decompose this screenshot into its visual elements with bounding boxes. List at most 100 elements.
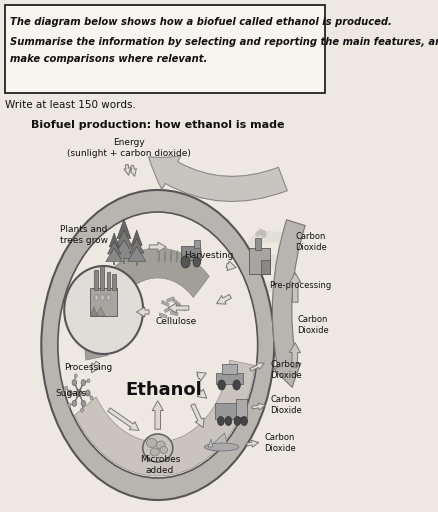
Bar bbox=[100, 266, 103, 290]
Polygon shape bbox=[208, 439, 212, 447]
Circle shape bbox=[255, 231, 259, 237]
Polygon shape bbox=[129, 239, 144, 253]
FancyArrowPatch shape bbox=[196, 372, 206, 381]
Bar bbox=[170, 311, 178, 316]
Text: Microbes
added: Microbes added bbox=[139, 455, 180, 475]
FancyArrowPatch shape bbox=[249, 363, 264, 371]
Text: 99: 99 bbox=[202, 310, 299, 377]
Polygon shape bbox=[117, 219, 131, 239]
FancyArrowPatch shape bbox=[168, 303, 188, 313]
Circle shape bbox=[80, 408, 83, 412]
Circle shape bbox=[258, 228, 263, 236]
Ellipse shape bbox=[146, 438, 157, 447]
Bar bbox=[260, 260, 269, 274]
Bar bbox=[215, 373, 242, 384]
Text: Write at least 150 words.: Write at least 150 words. bbox=[5, 100, 136, 110]
Ellipse shape bbox=[150, 448, 159, 456]
Ellipse shape bbox=[64, 266, 143, 354]
Text: Carbon
Dioxide: Carbon Dioxide bbox=[270, 360, 301, 380]
Polygon shape bbox=[109, 233, 119, 247]
FancyArrowPatch shape bbox=[272, 220, 304, 387]
Polygon shape bbox=[85, 248, 209, 360]
FancyArrowPatch shape bbox=[289, 343, 300, 367]
Text: Harvesting: Harvesting bbox=[184, 251, 233, 261]
Ellipse shape bbox=[156, 441, 165, 449]
FancyArrowPatch shape bbox=[148, 156, 286, 202]
Circle shape bbox=[58, 212, 257, 478]
Polygon shape bbox=[127, 246, 145, 261]
Circle shape bbox=[217, 416, 224, 425]
FancyArrowPatch shape bbox=[191, 403, 204, 428]
Text: Plants and
trees grow: Plants and trees grow bbox=[60, 225, 108, 245]
Polygon shape bbox=[114, 230, 133, 248]
Bar bbox=[106, 272, 110, 290]
Bar bbox=[100, 295, 103, 300]
Circle shape bbox=[64, 386, 67, 390]
Circle shape bbox=[81, 400, 85, 407]
Bar bbox=[113, 262, 115, 265]
Text: Carbon
Dioxide: Carbon Dioxide bbox=[270, 395, 301, 415]
Circle shape bbox=[72, 379, 77, 386]
Bar bbox=[172, 298, 180, 306]
Ellipse shape bbox=[159, 446, 167, 454]
FancyArrowPatch shape bbox=[289, 273, 300, 302]
Circle shape bbox=[67, 390, 72, 396]
Bar bbox=[254, 238, 260, 250]
Text: Carbon
Dioxide: Carbon Dioxide bbox=[264, 433, 296, 453]
Circle shape bbox=[224, 416, 231, 425]
Text: Pre-processing: Pre-processing bbox=[268, 281, 330, 289]
Text: make comparisons where relevant.: make comparisons where relevant. bbox=[10, 54, 207, 64]
Bar bbox=[94, 270, 97, 290]
Bar bbox=[177, 304, 185, 311]
Text: Sugars: Sugars bbox=[56, 389, 87, 397]
Ellipse shape bbox=[142, 434, 173, 462]
Circle shape bbox=[87, 379, 90, 383]
Circle shape bbox=[41, 190, 274, 500]
Text: The diagram below shows how a biofuel called ethanol is produced.: The diagram below shows how a biofuel ca… bbox=[10, 17, 391, 27]
Polygon shape bbox=[212, 433, 227, 447]
FancyArrowPatch shape bbox=[251, 403, 265, 410]
FancyArrowPatch shape bbox=[246, 440, 258, 447]
FancyArrowPatch shape bbox=[136, 307, 148, 317]
Bar bbox=[180, 246, 199, 260]
Circle shape bbox=[240, 416, 247, 425]
FancyArrowPatch shape bbox=[92, 361, 100, 373]
FancyBboxPatch shape bbox=[4, 5, 325, 93]
Text: Carbon
Dioxide: Carbon Dioxide bbox=[294, 232, 326, 252]
Bar bbox=[221, 364, 236, 374]
FancyArrowPatch shape bbox=[197, 389, 206, 398]
Text: Summarise the information by selecting and reporting the main features, and: Summarise the information by selecting a… bbox=[10, 37, 438, 47]
Polygon shape bbox=[112, 240, 135, 259]
Circle shape bbox=[85, 390, 90, 396]
Circle shape bbox=[81, 379, 85, 386]
Polygon shape bbox=[106, 248, 122, 262]
Circle shape bbox=[232, 380, 240, 390]
Bar bbox=[90, 288, 117, 316]
Circle shape bbox=[74, 374, 77, 378]
Polygon shape bbox=[107, 241, 120, 254]
Polygon shape bbox=[96, 307, 105, 316]
Bar bbox=[164, 306, 172, 313]
Bar bbox=[95, 295, 97, 300]
Bar bbox=[248, 248, 269, 274]
FancyArrowPatch shape bbox=[129, 165, 136, 176]
FancyArrowPatch shape bbox=[152, 401, 163, 429]
Bar bbox=[107, 295, 110, 300]
Bar bbox=[135, 261, 138, 266]
Text: Processing: Processing bbox=[64, 364, 113, 373]
Text: Cellulose: Cellulose bbox=[155, 317, 196, 327]
Bar bbox=[112, 274, 116, 290]
FancyArrowPatch shape bbox=[124, 164, 131, 175]
FancyArrowPatch shape bbox=[216, 294, 231, 304]
Bar bbox=[159, 313, 166, 318]
Circle shape bbox=[180, 256, 190, 268]
FancyArrowPatch shape bbox=[149, 242, 166, 252]
Text: Ethanol: Ethanol bbox=[125, 381, 201, 399]
Circle shape bbox=[260, 230, 266, 238]
Circle shape bbox=[76, 390, 81, 396]
Bar bbox=[193, 240, 199, 248]
Circle shape bbox=[193, 257, 200, 267]
Polygon shape bbox=[90, 307, 97, 316]
Polygon shape bbox=[131, 230, 142, 245]
Text: IELTS: IELTS bbox=[64, 230, 299, 308]
